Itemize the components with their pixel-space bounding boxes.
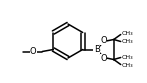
Text: O: O (30, 47, 37, 56)
Text: CH₃: CH₃ (122, 39, 133, 44)
Text: B: B (94, 45, 100, 54)
Text: CH₃: CH₃ (122, 31, 133, 36)
Text: O: O (100, 36, 107, 45)
Text: CH₃: CH₃ (122, 63, 133, 68)
Text: CH₃: CH₃ (122, 55, 133, 60)
Text: O: O (100, 54, 107, 63)
